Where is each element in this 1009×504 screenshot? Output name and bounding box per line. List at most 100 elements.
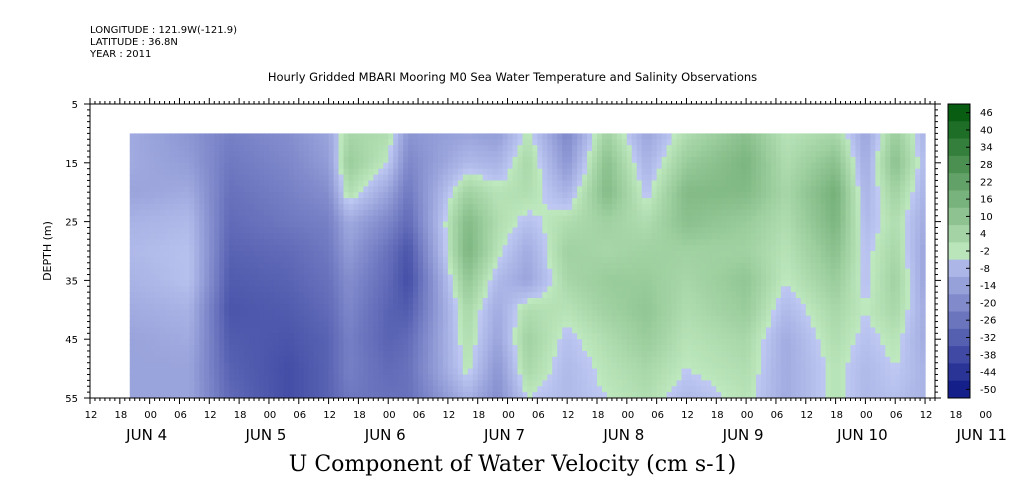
heatmap-cell <box>224 151 230 158</box>
heatmap-cell <box>671 174 678 182</box>
heatmap-cell <box>512 286 519 293</box>
heatmap-cell <box>328 345 335 352</box>
heatmap-cell <box>567 221 573 229</box>
heatmap-cell <box>254 268 260 276</box>
heatmap-cell <box>328 221 335 229</box>
heatmap-cell <box>244 256 250 264</box>
heatmap-cell <box>452 133 459 140</box>
heatmap-cell <box>661 374 668 381</box>
heatmap-cell <box>288 368 295 376</box>
heatmap-cell <box>144 303 151 311</box>
heatmap-cell <box>328 198 335 205</box>
heatmap-cell <box>597 321 603 329</box>
heatmap-cell <box>646 339 653 346</box>
heatmap-cell <box>293 386 300 393</box>
heatmap-cell <box>254 221 260 229</box>
heatmap-cell <box>298 274 305 281</box>
heatmap-cell <box>547 198 553 205</box>
heatmap-cell <box>204 345 210 352</box>
heatmap-cell <box>477 262 484 270</box>
heatmap-cell <box>572 274 578 281</box>
heatmap-cell <box>164 156 171 164</box>
heatmap-cell <box>169 133 176 140</box>
year-label: YEAR : 2011 <box>90 49 152 60</box>
heatmap-cell <box>318 309 325 317</box>
heatmap-cell <box>626 345 633 352</box>
heatmap-cell <box>432 268 439 276</box>
heatmap-cell <box>621 251 628 258</box>
heatmap-cell <box>204 350 210 358</box>
heatmap-cell <box>388 303 394 311</box>
heatmap-cell <box>134 368 141 376</box>
heatmap-cell <box>174 380 181 387</box>
heatmap-cell <box>159 280 166 287</box>
heatmap-cell <box>428 303 434 311</box>
heatmap-cell <box>368 227 374 234</box>
heatmap-cell <box>562 168 568 176</box>
heatmap-cell <box>219 368 225 376</box>
heatmap-cell <box>467 374 474 381</box>
heatmap-cell <box>283 227 290 234</box>
heatmap-cell <box>169 256 176 264</box>
heatmap-cell <box>154 380 161 387</box>
heatmap-cell <box>636 303 643 311</box>
heatmap-cell <box>383 233 389 240</box>
heatmap-cell <box>259 262 265 270</box>
heatmap-cell <box>303 256 310 264</box>
heatmap-cell <box>527 174 533 182</box>
heatmap-cell <box>298 215 305 223</box>
heatmap-cell <box>606 345 613 352</box>
heatmap-cell <box>462 350 469 358</box>
heatmap-cell <box>651 280 658 287</box>
heatmap-cell <box>288 245 295 252</box>
heatmap-cell <box>333 209 340 217</box>
heatmap-cell <box>418 174 424 182</box>
heatmap-cell <box>423 286 429 293</box>
heatmap-cell <box>477 203 484 211</box>
heatmap-cell <box>403 133 409 140</box>
heatmap-cell <box>502 192 509 199</box>
heatmap-cell <box>204 180 210 187</box>
heatmap-cell <box>214 309 220 317</box>
heatmap-cell <box>656 192 663 199</box>
heatmap-cell <box>254 362 260 370</box>
heatmap-cell <box>164 215 171 223</box>
heatmap-cell <box>323 168 330 176</box>
heatmap-cell <box>373 198 379 205</box>
heatmap-cell <box>403 245 409 252</box>
heatmap-cell <box>293 345 300 352</box>
heatmap-cell <box>492 386 499 393</box>
heatmap-cell <box>273 215 280 223</box>
heatmap-cell <box>224 268 230 276</box>
heatmap-cell <box>154 309 161 317</box>
heatmap-cell <box>651 162 658 170</box>
heatmap-cell <box>437 133 444 140</box>
heatmap-cell <box>209 156 215 164</box>
heatmap-cell <box>263 392 270 398</box>
heatmap-cell <box>507 298 514 305</box>
heatmap-cell <box>497 392 504 398</box>
heatmap-cell <box>502 356 509 364</box>
heatmap-cell <box>303 339 310 346</box>
heatmap-cell <box>184 192 191 199</box>
heatmap-cell <box>134 180 141 187</box>
heatmap-cell <box>577 356 583 364</box>
heatmap-cell <box>159 368 166 376</box>
heatmap-cell <box>611 233 618 240</box>
heatmap-cell <box>542 333 548 340</box>
heatmap-cell <box>308 298 315 305</box>
heatmap-cell <box>263 374 270 381</box>
heatmap-cell <box>179 298 186 305</box>
heatmap-cell <box>353 309 360 317</box>
heatmap-cell <box>373 280 379 287</box>
heatmap-cell <box>537 162 543 170</box>
heatmap-cell <box>199 215 205 223</box>
heatmap-cell <box>358 233 364 240</box>
heatmap-cell <box>636 233 643 240</box>
heatmap-cell <box>259 203 265 211</box>
heatmap-cell <box>219 256 225 264</box>
heatmap-cell <box>552 315 558 323</box>
heatmap-cell <box>234 180 240 187</box>
heatmap-cell <box>219 168 225 176</box>
heatmap-cell <box>418 245 424 252</box>
